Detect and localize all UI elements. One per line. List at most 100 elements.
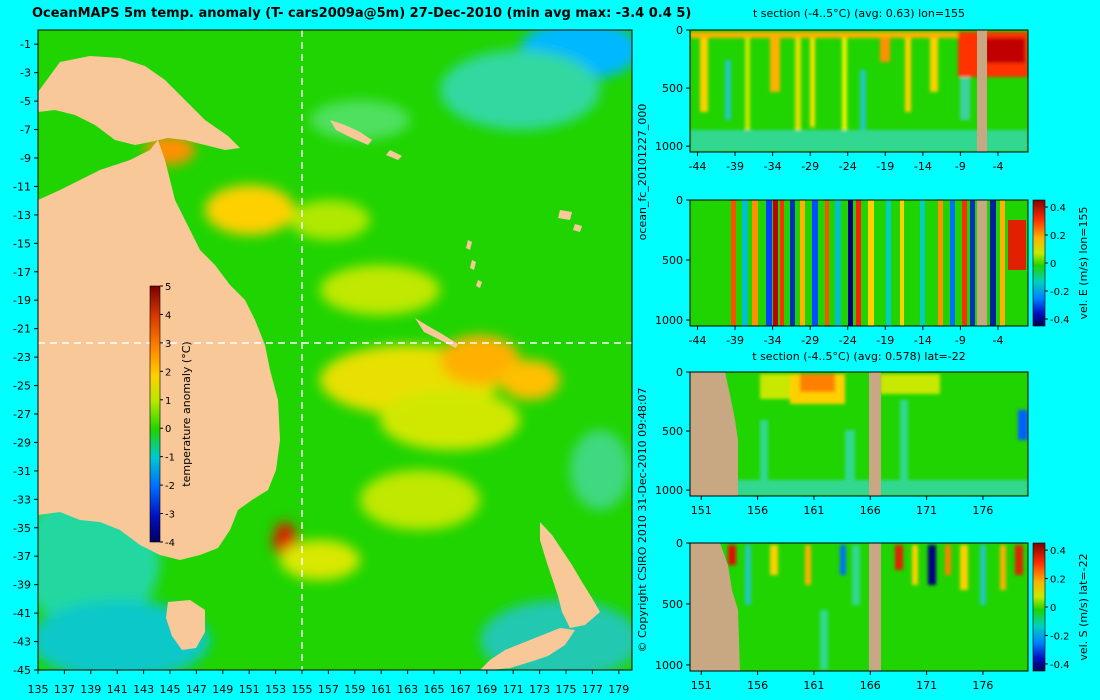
map-colorbar-label: temperature anomaly (°C) (180, 341, 193, 486)
map-colorbar-tick-label: -2 (165, 481, 175, 492)
map-panel: 135 137 139 141 143 145 147 149 151 153 155 157 159 1… (13, 29, 633, 696)
section-x-tick-label: -39 (726, 160, 744, 173)
velocity-colorbar-tick-label: 0.2 (1050, 231, 1066, 242)
section-x-tick-label: 166 (860, 504, 881, 517)
copyright-label: © Copyright CSIRO 2010 31-Dec-2010 09:48… (636, 387, 649, 652)
map-y-tick-label: -33 (13, 493, 31, 506)
velocity-colorbar-tick-label: 0.4 (1050, 546, 1066, 557)
section-y-tick-label: 0 (676, 24, 683, 37)
section3-land-mid (869, 372, 881, 496)
section-y-tick-label: 1000 (655, 140, 683, 153)
new-zealand-south-island (480, 628, 575, 670)
section-x-tick-label: -19 (876, 334, 894, 347)
map-x-tick-label: 151 (239, 683, 260, 696)
section-x-tick-label: 151 (691, 504, 712, 517)
map-y-tick-label: -37 (13, 550, 31, 563)
map-y-tick-label: -13 (13, 209, 31, 222)
map-y-tick-label: -11 (13, 180, 31, 193)
section1-title: t section (-4..5°C) (avg: 0.63) lon=155 (753, 7, 965, 20)
section-x-tick-label: 166 (860, 679, 881, 692)
map-x-tick-label: 163 (397, 683, 418, 696)
section4-panel: 151 156 161 166 171 176 0 500 1000 0.4 0.2 0 -0.2 -0… (655, 537, 1090, 692)
velocity-colorbar-tick-label: -0.2 (1050, 287, 1070, 298)
map-x-tick-label: 153 (265, 683, 286, 696)
section-y-tick-label: 1000 (655, 314, 683, 327)
map-x-tick-label: 173 (529, 683, 550, 696)
map-y-tick-label: -9 (20, 152, 31, 165)
map-colorbar-tick-label: -3 (165, 510, 175, 521)
map-y-tick-label: -31 (13, 465, 31, 478)
map-y-tick-label: -19 (13, 294, 31, 307)
section-x-tick-label: 156 (747, 679, 768, 692)
section-x-tick-label: -34 (764, 160, 782, 173)
map-colorbar-tick-label: 5 (165, 282, 171, 293)
map-x-tick-label: 149 (212, 683, 233, 696)
map-x-tick-label: 169 (476, 683, 497, 696)
section-y-tick-label: 1000 (655, 484, 683, 497)
section4-colorbar: 0.4 0.2 0 -0.2 -0.4 vel. S (m/s) lat=-22 (1032, 542, 1090, 672)
map-y-tick-label: -39 (13, 579, 31, 592)
section-x-tick-label: 161 (803, 679, 824, 692)
map-y-tick-label: -21 (13, 323, 31, 336)
section4-colorbar-scale (1032, 542, 1046, 672)
section-y-tick-label: 1000 (655, 659, 683, 672)
map-x-tick-label: 143 (133, 683, 154, 696)
section2-panel: -44 -39 -34 -29 -24 -19 -14 -9 -4 0 500 1000 0.4 0.2… (655, 194, 1090, 347)
section4-land-mid (869, 543, 881, 671)
section-x-tick-label: -24 (839, 160, 857, 173)
section-x-tick-label: 171 (916, 679, 937, 692)
section-x-tick-label: -9 (955, 334, 966, 347)
velocity-colorbar-tick-label: 0.4 (1050, 203, 1066, 214)
velocity-colorbar-tick-label: 0 (1050, 603, 1056, 614)
map-y-tick-label: -27 (13, 408, 31, 421)
map-y-tick-label: -3 (20, 67, 31, 80)
vanuatu-islands (466, 240, 482, 288)
section1-land (977, 30, 987, 152)
new-caledonia (415, 318, 458, 348)
section3-panel: t section (-4..5°C) (avg: 0.578) lat=-22… (655, 350, 1029, 517)
map-x-tick-label: 157 (318, 683, 339, 696)
map-x-tick-label: 139 (80, 683, 101, 696)
section1-panel: t section (-4..5°C) (avg: 0.63) lon=155 (655, 7, 1029, 173)
section-x-tick-label: 156 (747, 504, 768, 517)
map-x-tick-label: 177 (582, 683, 603, 696)
map-x-tick-label: 161 (371, 683, 392, 696)
map-y-tick-label: -7 (20, 124, 31, 137)
section-x-tick-label: -29 (801, 160, 819, 173)
section-x-tick-label: 171 (916, 504, 937, 517)
velocity-colorbar-tick-label: -0.4 (1050, 660, 1070, 671)
map-colorbar-tick-label: 3 (165, 339, 171, 350)
section-x-tick-label: -9 (955, 160, 966, 173)
section-y-tick-label: 500 (662, 598, 683, 611)
section-x-tick-label: 176 (972, 504, 993, 517)
map-y-tick-label: -25 (13, 380, 31, 393)
section3-land-west (690, 372, 738, 496)
section2-colorbar-label: vel. E (m/s) lon=155 (1077, 207, 1090, 320)
section-x-tick-label: 161 (803, 504, 824, 517)
map-colorbar-tick-label: 2 (165, 367, 171, 378)
section-x-tick-label: -4 (992, 334, 1003, 347)
section-x-tick-label: -14 (914, 334, 932, 347)
map-x-tick-label: 145 (160, 683, 181, 696)
section-x-tick-label: -44 (689, 334, 707, 347)
map-colorbar-scale (149, 285, 161, 543)
map-colorbar-tick-label: 0 (165, 424, 171, 435)
section2-colorbar-scale (1032, 199, 1046, 327)
section-y-tick-label: 500 (662, 254, 683, 267)
section-x-tick-label: -4 (992, 160, 1003, 173)
page-title: OceanMAPS 5m temp. anomaly (T- cars2009a… (32, 6, 691, 21)
map-x-tick-label: 155 (292, 683, 313, 696)
map-x-tick-label: 137 (54, 683, 75, 696)
map-x-tick-label: 141 (107, 683, 128, 696)
tasmania-landmass (166, 600, 205, 650)
map-x-tick-label: 165 (424, 683, 445, 696)
map-y-tick-label: -23 (13, 351, 31, 364)
section-x-tick-label: 176 (972, 679, 993, 692)
map-frame (37, 29, 633, 671)
new-zealand-north-island (540, 522, 600, 628)
section-x-tick-label: 151 (691, 679, 712, 692)
map-x-tick-label: 167 (450, 683, 471, 696)
map-y-tick-label: -43 (13, 636, 31, 649)
map-colorbar-tick-label: 1 (165, 396, 171, 407)
